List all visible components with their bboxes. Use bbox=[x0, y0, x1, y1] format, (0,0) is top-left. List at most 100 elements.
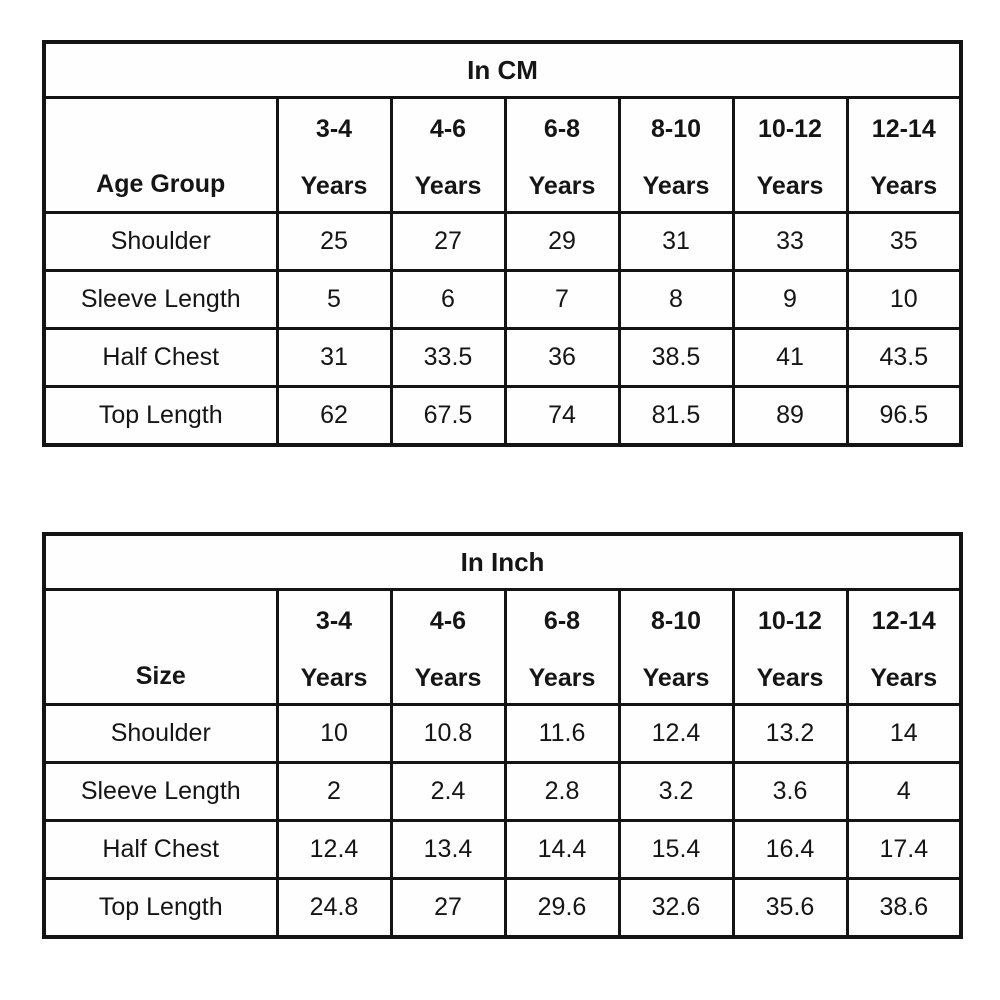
measurement-cell: 11.6 bbox=[503, 703, 621, 764]
measurement-cell: 2.8 bbox=[503, 761, 621, 822]
age-unit: Years bbox=[642, 664, 710, 692]
age-unit: Years bbox=[528, 172, 596, 200]
age-unit: Years bbox=[300, 664, 368, 692]
table-row: Half Chest 12.4 13.4 14.4 15.4 16.4 17.4 bbox=[42, 819, 963, 880]
measurement-cell: 35.6 bbox=[731, 877, 849, 939]
measurement-cell: 7 bbox=[503, 269, 621, 330]
measurement-cell: 96.5 bbox=[845, 385, 963, 447]
age-unit: Years bbox=[756, 664, 824, 692]
measurement-cell: 3.6 bbox=[731, 761, 849, 822]
table-title-row: In Inch bbox=[42, 532, 963, 591]
age-unit: Years bbox=[414, 664, 482, 692]
measurement-cell: 12.4 bbox=[275, 819, 393, 880]
measurement-cell: 2 bbox=[275, 761, 393, 822]
measurement-cell: 4 bbox=[845, 761, 963, 822]
measurement-cell: 13.4 bbox=[389, 819, 507, 880]
measurement-cell: 15.4 bbox=[617, 819, 735, 880]
measurement-cell: 89 bbox=[731, 385, 849, 447]
measurement-cell: 38.6 bbox=[845, 877, 963, 939]
table-row: Top Length 24.8 27 29.6 32.6 35.6 38.6 bbox=[42, 877, 963, 939]
row-label: Half Chest bbox=[42, 327, 279, 388]
measurement-cell: 16.4 bbox=[731, 819, 849, 880]
measurement-cell: 62 bbox=[275, 385, 393, 447]
age-unit: Years bbox=[528, 664, 596, 692]
age-unit: Years bbox=[756, 172, 824, 200]
corner-header: Age Group bbox=[42, 96, 279, 214]
table-row: Shoulder 25 27 29 31 33 35 bbox=[42, 211, 963, 272]
column-header: 3-4 Years bbox=[275, 588, 393, 706]
age-range: 10-12 bbox=[758, 607, 822, 635]
measurement-cell: 81.5 bbox=[617, 385, 735, 447]
column-header: 8-10 Years bbox=[617, 588, 735, 706]
measurement-cell: 17.4 bbox=[845, 819, 963, 880]
column-header: 10-12 Years bbox=[731, 588, 849, 706]
measurement-cell: 38.5 bbox=[617, 327, 735, 388]
row-label: Sleeve Length bbox=[42, 269, 279, 330]
age-range: 4-6 bbox=[429, 607, 467, 635]
measurement-cell: 14.4 bbox=[503, 819, 621, 880]
corner-header-label: Age Group bbox=[96, 170, 226, 198]
measurement-cell: 32.6 bbox=[617, 877, 735, 939]
measurement-cell: 33.5 bbox=[389, 327, 507, 388]
age-range: 10-12 bbox=[758, 115, 822, 143]
measurement-cell: 8 bbox=[617, 269, 735, 330]
measurement-cell: 9 bbox=[731, 269, 849, 330]
measurement-cell: 31 bbox=[275, 327, 393, 388]
measurement-cell: 12.4 bbox=[617, 703, 735, 764]
table-row: Sleeve Length 5 6 7 8 9 10 bbox=[42, 269, 963, 330]
column-header: 10-12 Years bbox=[731, 96, 849, 214]
size-table-cm: In CM Age Group 3-4 Years 4-6 Years 6-8 bbox=[42, 40, 964, 447]
measurement-cell: 10 bbox=[275, 703, 393, 764]
measurement-cell: 10 bbox=[845, 269, 963, 330]
table-row: Sleeve Length 2 2.4 2.8 3.2 3.6 4 bbox=[42, 761, 963, 822]
measurement-cell: 13.2 bbox=[731, 703, 849, 764]
age-range: 6-8 bbox=[543, 607, 581, 635]
age-range: 12-14 bbox=[871, 115, 936, 143]
age-range: 4-6 bbox=[429, 115, 467, 143]
row-label: Top Length bbox=[42, 877, 279, 939]
corner-header: Size bbox=[42, 588, 279, 706]
table-title-row: In CM bbox=[42, 40, 963, 99]
measurement-cell: 41 bbox=[731, 327, 849, 388]
age-unit: Years bbox=[870, 172, 938, 200]
age-range: 3-4 bbox=[315, 115, 353, 143]
measurement-cell: 25 bbox=[275, 211, 393, 272]
size-table-inch: In Inch Size 3-4 Years 4-6 Years 6-8 bbox=[42, 532, 964, 939]
column-header: 12-14 Years bbox=[845, 588, 963, 706]
table-title: In Inch bbox=[42, 532, 963, 591]
row-label: Shoulder bbox=[42, 211, 279, 272]
table-header-row: Size 3-4 Years 4-6 Years 6-8 Years 8-10 bbox=[42, 588, 963, 706]
measurement-cell: 2.4 bbox=[389, 761, 507, 822]
age-range: 8-10 bbox=[650, 607, 702, 635]
age-range: 8-10 bbox=[650, 115, 702, 143]
column-header: 4-6 Years bbox=[389, 96, 507, 214]
measurement-cell: 5 bbox=[275, 269, 393, 330]
row-label: Shoulder bbox=[42, 703, 279, 764]
table-row: Shoulder 10 10.8 11.6 12.4 13.2 14 bbox=[42, 703, 963, 764]
column-header: 12-14 Years bbox=[845, 96, 963, 214]
measurement-cell: 74 bbox=[503, 385, 621, 447]
age-unit: Years bbox=[870, 664, 938, 692]
row-label: Sleeve Length bbox=[42, 761, 279, 822]
table-title: In CM bbox=[42, 40, 963, 99]
row-label: Half Chest bbox=[42, 819, 279, 880]
measurement-cell: 31 bbox=[617, 211, 735, 272]
age-unit: Years bbox=[414, 172, 482, 200]
measurement-cell: 36 bbox=[503, 327, 621, 388]
corner-header-label: Size bbox=[135, 662, 186, 690]
measurement-cell: 24.8 bbox=[275, 877, 393, 939]
table-row: Half Chest 31 33.5 36 38.5 41 43.5 bbox=[42, 327, 963, 388]
measurement-cell: 3.2 bbox=[617, 761, 735, 822]
age-range: 3-4 bbox=[315, 607, 353, 635]
measurement-cell: 27 bbox=[389, 877, 507, 939]
measurement-cell: 29 bbox=[503, 211, 621, 272]
column-header: 6-8 Years bbox=[503, 588, 621, 706]
table-row: Top Length 62 67.5 74 81.5 89 96.5 bbox=[42, 385, 963, 447]
measurement-cell: 43.5 bbox=[845, 327, 963, 388]
measurement-cell: 10.8 bbox=[389, 703, 507, 764]
measurement-cell: 14 bbox=[845, 703, 963, 764]
age-range: 12-14 bbox=[871, 607, 936, 635]
age-range: 6-8 bbox=[543, 115, 581, 143]
measurement-cell: 6 bbox=[389, 269, 507, 330]
measurement-cell: 35 bbox=[845, 211, 963, 272]
